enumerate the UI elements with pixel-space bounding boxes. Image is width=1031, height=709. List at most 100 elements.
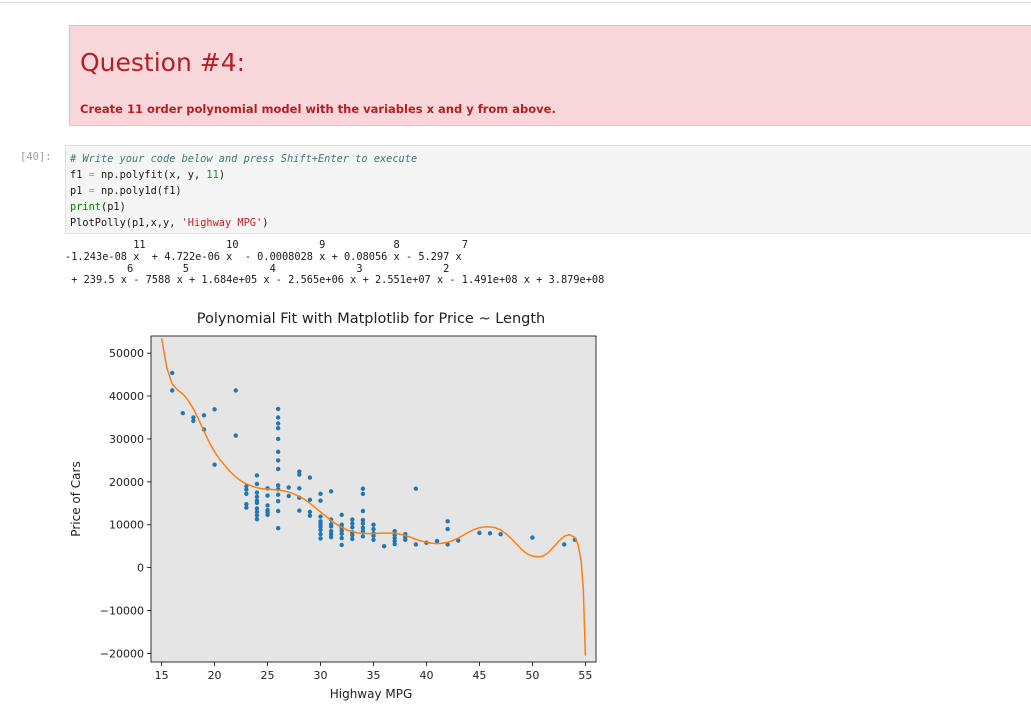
code-token: ) — [262, 217, 269, 229]
data-point — [212, 462, 217, 467]
data-point — [360, 517, 366, 523]
y-tick-label: 0 — [137, 562, 144, 575]
question-instruction: Create 11 order polynomial model with th… — [80, 102, 556, 116]
y-tick-label: 20000 — [109, 476, 144, 489]
code-token: = — [88, 185, 95, 197]
data-point — [233, 388, 238, 393]
code-token: 11 — [206, 169, 219, 181]
code-token: (p1) — [101, 201, 126, 213]
data-point — [275, 466, 281, 472]
output-line: 6 5 4 3 2 — [65, 262, 450, 275]
data-point — [328, 489, 334, 494]
data-point — [307, 475, 313, 480]
cell-output: 11 10 9 8 7 -1.243e-08 x + 4.722e-06 x -… — [65, 239, 605, 287]
data-point — [180, 411, 185, 416]
data-point — [307, 509, 313, 515]
code-comment: # Write your code below and press Shift+… — [70, 153, 418, 165]
chart-title: Polynomial Fit with Matplotlib for Price… — [197, 311, 545, 327]
data-point — [286, 493, 291, 499]
data-point — [339, 531, 344, 536]
code-token: PlotPolly(p1,x,y, — [70, 217, 182, 229]
data-point — [275, 421, 281, 426]
data-point — [371, 526, 376, 532]
data-point — [275, 406, 281, 412]
data-point — [392, 528, 397, 534]
y-tick-label: 50000 — [109, 347, 144, 360]
output-line: 11 10 9 8 7 — [65, 239, 468, 251]
code-token: 'Highway MPG' — [181, 217, 263, 229]
data-point — [275, 449, 281, 455]
code-token: ) — [218, 169, 226, 181]
data-point — [339, 542, 344, 548]
data-point — [244, 505, 249, 510]
data-point — [360, 525, 366, 530]
data-point — [498, 531, 503, 537]
x-tick-label: 50 — [525, 669, 539, 682]
y-axis-label: Price of Cars — [69, 461, 83, 536]
polynomial-fit-chart: Polynomial Fit with Matplotlib for Price… — [69, 311, 597, 701]
data-point — [254, 481, 260, 487]
data-point — [371, 522, 376, 527]
data-point — [307, 497, 313, 503]
data-point — [191, 415, 196, 420]
data-point — [275, 492, 281, 497]
data-point — [392, 541, 397, 547]
data-point — [360, 528, 366, 534]
data-point — [254, 494, 260, 500]
data-point — [360, 491, 366, 497]
data-point — [318, 527, 323, 533]
code-token: f1 — [70, 169, 89, 181]
data-point — [265, 493, 270, 498]
output-line: + 239.5 x - 7588 x + 1.684e+05 x - 2.565… — [65, 274, 605, 287]
data-point — [286, 485, 291, 490]
data-point — [360, 508, 366, 514]
data-point — [275, 436, 281, 442]
data-point — [244, 491, 249, 497]
x-tick-label: 20 — [208, 669, 222, 682]
data-point — [350, 517, 355, 522]
question-title: Question #4: — [80, 48, 246, 77]
code-cell[interactable]: # Write your code below and press Shift+… — [65, 145, 1031, 234]
x-tick-label: 45 — [472, 669, 486, 682]
plot-area — [150, 335, 597, 663]
data-point — [254, 473, 260, 478]
data-point — [318, 514, 323, 519]
data-point — [265, 503, 270, 508]
data-point — [371, 537, 376, 542]
data-point — [297, 472, 302, 477]
data-point — [244, 487, 249, 492]
data-point — [275, 426, 281, 431]
data-point — [244, 501, 249, 507]
data-point — [530, 535, 535, 540]
data-point — [318, 498, 323, 503]
data-point — [169, 370, 175, 376]
data-point — [487, 531, 493, 536]
x-tick-label: 40 — [419, 669, 433, 682]
y-tick-label: 10000 — [109, 519, 144, 532]
data-point — [339, 535, 344, 541]
data-point — [350, 521, 355, 526]
x-axis: 15 20 25 30 35 40 45 50 55 — [155, 662, 592, 682]
data-point — [360, 521, 366, 526]
data-point — [562, 542, 567, 547]
x-tick-label: 30 — [314, 669, 328, 682]
data-point — [254, 513, 260, 518]
data-point — [445, 519, 450, 524]
data-point — [307, 513, 313, 518]
data-point — [275, 415, 281, 420]
y-tick-label: −10000 — [100, 605, 144, 618]
data-point — [371, 533, 376, 539]
data-point — [254, 516, 260, 522]
data-point — [434, 538, 440, 544]
code-editor[interactable]: # Write your code below and press Shift+… — [70, 151, 417, 231]
data-point — [254, 500, 260, 506]
data-point — [318, 524, 323, 529]
data-point — [254, 506, 260, 511]
data-point — [328, 534, 334, 540]
code-token: np.polyfit(x, y, — [94, 169, 207, 181]
data-point — [318, 491, 323, 497]
code-token: p1 — [70, 185, 89, 197]
data-point — [445, 526, 450, 532]
x-tick-label: 35 — [367, 669, 381, 682]
data-point — [275, 498, 281, 504]
